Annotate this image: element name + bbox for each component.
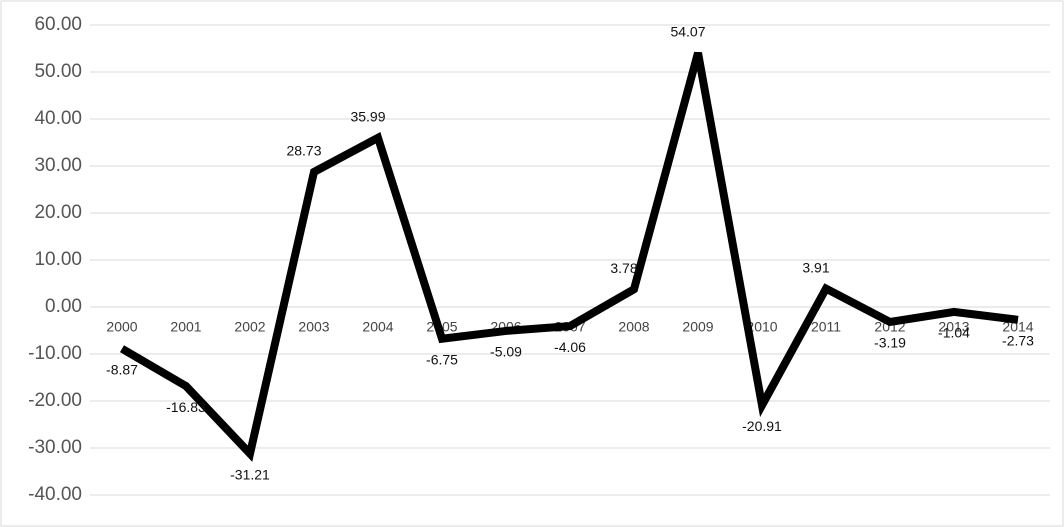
y-tick-label: 60.00 (34, 14, 82, 35)
y-tick-label: -40.00 (28, 484, 82, 505)
y-tick-label: 10.00 (34, 249, 82, 270)
y-tick-label: 50.00 (34, 61, 82, 82)
y-tick-label: 30.00 (34, 155, 82, 176)
data-label: 35.99 (350, 109, 385, 125)
y-tick-label: -10.00 (28, 343, 82, 364)
x-tick-label: 2000 (106, 319, 137, 335)
data-label: -20.91 (742, 418, 782, 434)
data-label: 3.78 (610, 260, 637, 276)
data-label: 28.73 (286, 143, 321, 159)
data-line (119, 51, 1019, 462)
data-label: -8.87 (106, 361, 138, 377)
data-label: 3.91 (802, 259, 829, 275)
y-tick-label: 0.00 (45, 296, 82, 317)
data-label: -16.83 (166, 399, 206, 415)
x-tick-label: 2003 (298, 319, 329, 335)
x-tick-label: 2013 (938, 319, 969, 335)
x-tick-label: 2010 (746, 319, 777, 335)
y-tick-label: 20.00 (34, 202, 82, 223)
x-tick-label: 2009 (682, 319, 713, 335)
data-label: -5.09 (490, 344, 522, 360)
x-tick-label: 2001 (170, 319, 201, 335)
y-tick-label: 40.00 (34, 108, 82, 129)
data-label: 54.07 (670, 24, 705, 40)
y-tick-label: -30.00 (28, 437, 82, 458)
x-tick-label: 2004 (362, 319, 393, 335)
data-label: -2.73 (1002, 333, 1034, 349)
data-label: -3.19 (874, 335, 906, 351)
data-label: -1.04 (938, 325, 970, 341)
data-label: -31.21 (230, 466, 270, 482)
x-tick-label: 2002 (234, 319, 265, 335)
x-tick-label: 2011 (811, 319, 841, 335)
data-label: -4.06 (554, 339, 586, 355)
data-label: -6.75 (426, 351, 458, 367)
x-tick-label: 2008 (618, 319, 649, 335)
y-tick-label: -20.00 (28, 390, 82, 411)
